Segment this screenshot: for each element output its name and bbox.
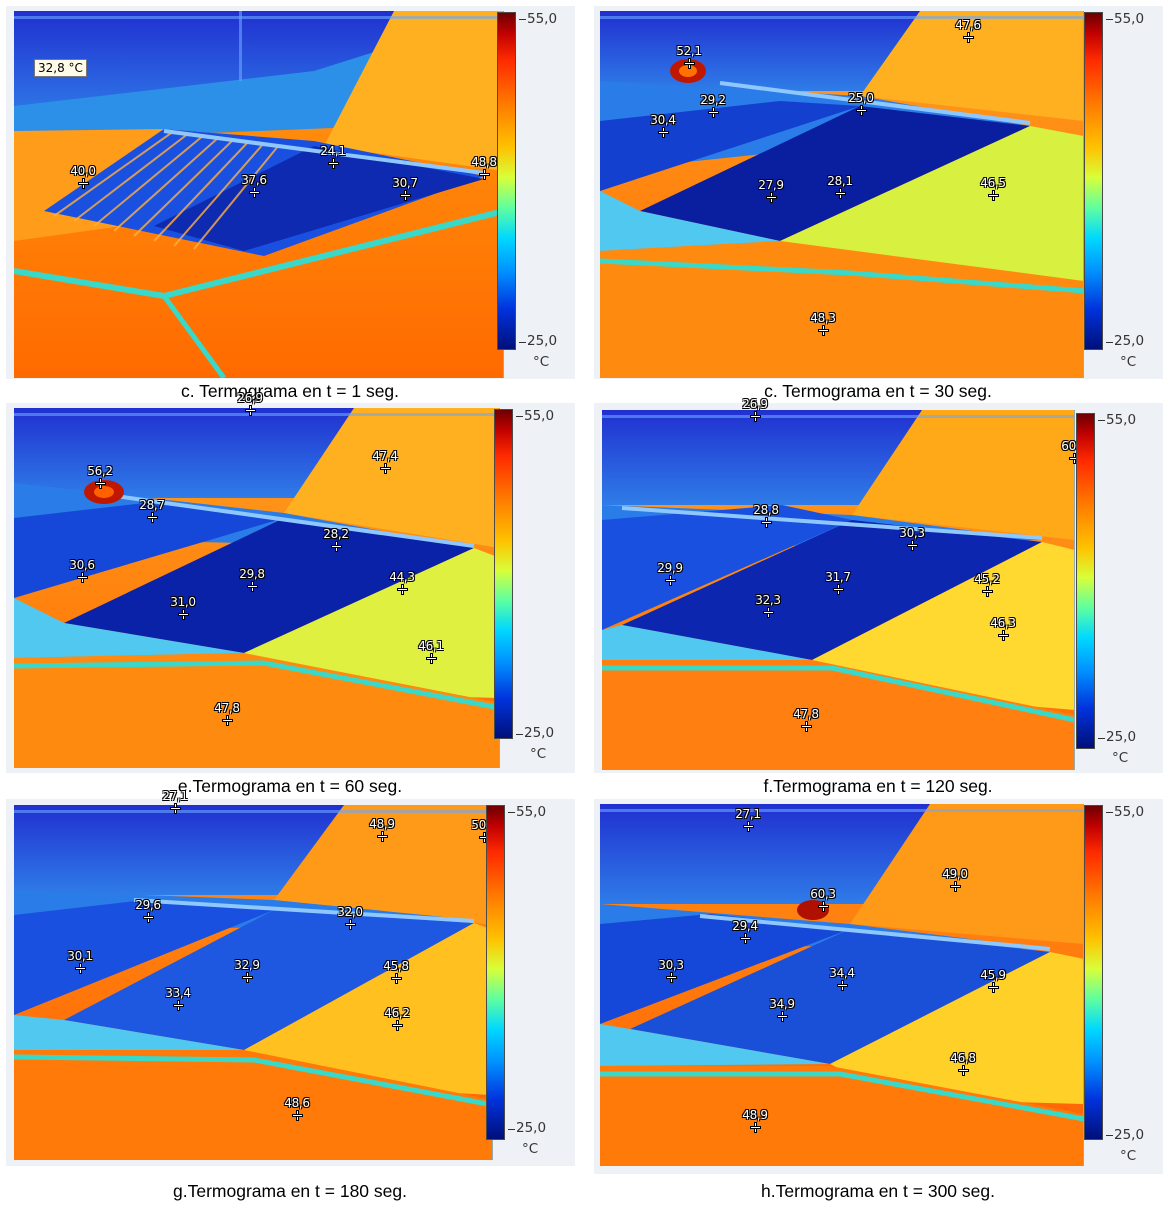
figure-caption: h.Termograma en t = 300 seg. bbox=[761, 1181, 995, 1201]
scale-min-label: 25,0 bbox=[1114, 1127, 1145, 1143]
scale-min-label: 25,0 bbox=[1114, 333, 1145, 349]
crosshair-icon bbox=[79, 179, 88, 188]
crosshair-icon bbox=[248, 582, 257, 591]
color-scale-bar: 55,0 25,0 °C bbox=[494, 408, 569, 769]
crosshair-icon bbox=[959, 1066, 968, 1075]
crosshair-icon bbox=[741, 934, 750, 943]
thermal-image bbox=[14, 11, 504, 378]
crosshair-icon bbox=[819, 326, 828, 335]
thermal-image bbox=[14, 805, 493, 1160]
figure-caption: c. Termograma en t = 30 seg. bbox=[764, 381, 992, 401]
crosshair-icon bbox=[983, 587, 992, 596]
thermogram-panel-t1: 32,8 °C 40,0 37,6 24,1 30,7 48,8 55,0 25… bbox=[6, 6, 575, 379]
scale-unit-label: °C bbox=[1120, 354, 1137, 370]
color-scale-bar: 55,0 25,0 °C bbox=[497, 11, 572, 372]
crosshair-icon bbox=[1070, 454, 1079, 463]
crosshair-icon bbox=[751, 1123, 760, 1132]
crosshair-icon bbox=[834, 585, 843, 594]
thermogram-panel-t30: 47,6 52,1 29,2 30,4 25,0 27,9 28,1 46,5 … bbox=[594, 6, 1163, 379]
crosshair-icon bbox=[329, 159, 338, 168]
crosshair-icon bbox=[762, 518, 771, 527]
crosshair-icon bbox=[427, 654, 436, 663]
crosshair-icon bbox=[744, 822, 753, 831]
crosshair-icon bbox=[778, 1012, 787, 1021]
crosshair-icon bbox=[174, 1001, 183, 1010]
thermal-image bbox=[600, 11, 1084, 378]
crosshair-icon bbox=[802, 722, 811, 731]
thermogram-panel-t60: 26,9 56,2 28,7 47,4 28,2 30,6 29,8 44,3 … bbox=[6, 391, 575, 773]
thermal-image bbox=[600, 804, 1084, 1166]
figure-caption: e.Termograma en t = 60 seg. bbox=[177, 776, 403, 796]
color-scale-bar: 55,0 25,0 °C bbox=[486, 804, 568, 1160]
crosshair-icon bbox=[659, 128, 668, 137]
crosshair-icon bbox=[346, 920, 355, 929]
crosshair-icon bbox=[96, 479, 105, 488]
crosshair-icon bbox=[838, 981, 847, 990]
scale-unit-label: °C bbox=[1120, 1148, 1137, 1164]
crosshair-icon bbox=[246, 406, 255, 415]
crosshair-icon bbox=[480, 170, 489, 179]
crosshair-icon bbox=[243, 973, 252, 982]
crosshair-icon bbox=[148, 513, 157, 522]
crosshair-icon bbox=[392, 974, 401, 983]
figure-caption: g.Termograma en t = 180 seg. bbox=[173, 1181, 407, 1201]
crosshair-icon bbox=[666, 576, 675, 585]
crosshair-icon bbox=[857, 106, 866, 115]
scale-min-label: 25,0 bbox=[516, 1120, 547, 1136]
crosshair-icon bbox=[381, 464, 390, 473]
crosshair-icon bbox=[401, 191, 410, 200]
crosshair-icon bbox=[332, 542, 341, 551]
crosshair-icon bbox=[836, 189, 845, 198]
figure-caption: c. Termograma en t = 1 seg. bbox=[180, 381, 400, 401]
crosshair-icon bbox=[398, 585, 407, 594]
crosshair-icon bbox=[989, 983, 998, 992]
crosshair-icon bbox=[989, 191, 998, 200]
crosshair-icon bbox=[685, 59, 694, 68]
scale-max-label: 55,0 bbox=[1106, 412, 1137, 428]
scale-max-label: 55,0 bbox=[1114, 804, 1145, 820]
crosshair-icon bbox=[144, 913, 153, 922]
color-scale-bar: 55,0 25,0 °C bbox=[1076, 412, 1156, 773]
crosshair-icon bbox=[964, 33, 973, 42]
thermal-image bbox=[14, 408, 500, 768]
scale-max-label: 55,0 bbox=[516, 804, 547, 820]
crosshair-icon bbox=[751, 412, 760, 421]
crosshair-icon bbox=[908, 541, 917, 550]
crosshair-icon bbox=[78, 573, 87, 582]
thermogram-panel-t120: 26,9 60,5 28,8 30,3 29,9 31,7 45,2 32,3 … bbox=[594, 397, 1163, 773]
scale-max-label: 55,0 bbox=[1114, 11, 1145, 27]
scale-max-label: 55,0 bbox=[527, 11, 558, 27]
crosshair-icon bbox=[709, 108, 718, 117]
crosshair-icon bbox=[764, 608, 773, 617]
thermogram-panel-t300: 27,1 49,0 60,3 29,4 30,3 34,4 45,9 34,9 … bbox=[594, 799, 1163, 1174]
scale-unit-label: °C bbox=[522, 1141, 539, 1157]
color-scale-bar: 55,0 25,0 °C bbox=[1084, 804, 1157, 1170]
crosshair-icon bbox=[223, 716, 232, 725]
crosshair-icon bbox=[951, 882, 960, 891]
crosshair-icon bbox=[293, 1111, 302, 1120]
color-scale-bar: 55,0 25,0 °C bbox=[1084, 11, 1159, 372]
crosshair-icon bbox=[819, 902, 828, 911]
crosshair-icon bbox=[667, 973, 676, 982]
crosshair-icon bbox=[378, 832, 387, 841]
crosshair-icon bbox=[480, 833, 489, 842]
scale-max-label: 55,0 bbox=[524, 408, 555, 424]
crosshair-icon bbox=[999, 631, 1008, 640]
scale-unit-label: °C bbox=[530, 746, 547, 762]
crosshair-icon bbox=[171, 804, 180, 813]
figure-caption: f.Termograma en t = 120 seg. bbox=[763, 776, 993, 796]
crosshair-icon bbox=[393, 1021, 402, 1030]
scale-min-label: 25,0 bbox=[527, 333, 558, 349]
scale-unit-label: °C bbox=[533, 354, 550, 370]
thermogram-panel-t180: 27,1 48,9 50,6 29,6 32,0 30,1 32,9 45,8 … bbox=[6, 789, 575, 1166]
crosshair-icon bbox=[767, 193, 776, 202]
scale-min-label: 25,0 bbox=[524, 725, 555, 741]
crosshair-icon bbox=[76, 964, 85, 973]
scale-unit-label: °C bbox=[1112, 750, 1129, 766]
crosshair-icon bbox=[250, 188, 259, 197]
scale-min-label: 25,0 bbox=[1106, 729, 1137, 745]
crosshair-icon bbox=[179, 610, 188, 619]
cursor-temperature-readout: 32,8 °C bbox=[34, 59, 87, 77]
